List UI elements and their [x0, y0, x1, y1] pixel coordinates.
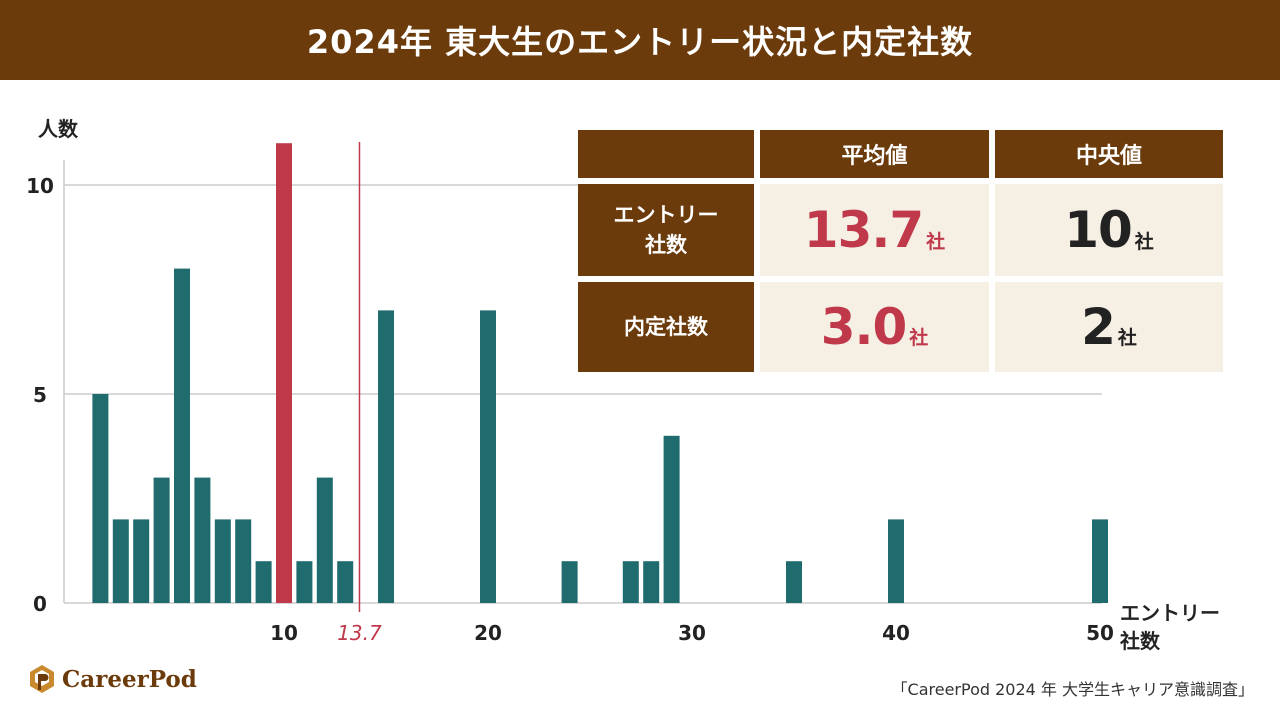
stats-offer-median: 2 社 — [995, 282, 1223, 372]
y-tick-label: 0 — [33, 592, 47, 616]
stats-offer-mean-unit: 社 — [909, 327, 929, 349]
stats-corner — [578, 130, 754, 178]
bar — [337, 561, 354, 603]
stats-entry-mean-unit: 社 — [926, 231, 946, 253]
bar — [276, 143, 292, 603]
bar — [888, 519, 904, 603]
bar — [235, 519, 252, 603]
x-tick-label: 50 — [1086, 621, 1114, 645]
stats-offer-median-value: 2 — [1081, 298, 1116, 356]
page-title: 2024年 東大生のエントリー状況と内定社数 — [0, 0, 1280, 80]
bar — [255, 561, 272, 603]
stats-row-label-offer: 内定社数 — [578, 282, 754, 372]
stats-entry-median-value: 10 — [1064, 201, 1133, 259]
x-axis-title-line2: 社数 — [1119, 629, 1161, 653]
y-tick-label: 10 — [26, 174, 54, 198]
mean-line-label: 13.7 — [337, 621, 382, 645]
x-tick-label: 40 — [882, 621, 910, 645]
x-axis-title-line1: エントリー — [1120, 601, 1220, 625]
logo-text: CareerPod — [62, 665, 197, 693]
bar — [786, 561, 802, 603]
bar — [174, 268, 190, 603]
stats-row-label-entry-wrap: エントリー 社数 — [614, 200, 719, 261]
bar — [622, 561, 639, 603]
stats-row-label-entry-line1: エントリー — [613, 202, 719, 227]
bar — [194, 477, 211, 603]
source-note: 「CareerPod 2024 年 大学生キャリア意識調査」 — [891, 680, 1254, 699]
bar — [214, 519, 231, 603]
x-tick-label: 10 — [270, 621, 298, 645]
stats-offer-median-unit: 社 — [1117, 327, 1137, 349]
stats-offer-mean-value: 3.0 — [820, 298, 908, 356]
stats-table: 平均値 中央値 エントリー社数 13.7 社 10 社 内定社数 3.0 社 2… — [578, 130, 1223, 372]
y-axis-title: 人数 — [38, 117, 79, 141]
stats-entry-median: 10 社 — [995, 184, 1223, 276]
bar — [112, 519, 129, 603]
bar — [378, 310, 394, 603]
bar — [153, 477, 170, 603]
bar — [663, 435, 680, 603]
stats-entry-median-unit: 社 — [1134, 231, 1154, 253]
stats-header-mean: 平均値 — [760, 130, 989, 178]
stats-header-median: 中央値 — [995, 130, 1223, 178]
bar — [643, 561, 660, 603]
stats-entry-mean-value: 13.7 — [803, 201, 924, 259]
stats-offer-mean: 3.0 社 — [760, 282, 989, 372]
y-tick-label: 5 — [33, 383, 47, 407]
x-tick-label: 30 — [678, 621, 706, 645]
bar — [92, 394, 109, 603]
bar — [1092, 519, 1108, 603]
bar — [316, 477, 333, 603]
stats-row-label-entry-line2: 社数 — [645, 233, 687, 257]
bar — [296, 561, 313, 603]
careerpod-logo: CareerPod — [28, 664, 197, 694]
careerpod-logo-icon — [30, 665, 54, 693]
bar — [133, 519, 150, 603]
x-tick-label: 20 — [474, 621, 502, 645]
stats-entry-mean: 13.7 社 — [760, 184, 989, 276]
bar — [561, 561, 578, 603]
stats-row-label-entry: エントリー 社数 — [578, 184, 754, 276]
bar — [480, 310, 496, 603]
